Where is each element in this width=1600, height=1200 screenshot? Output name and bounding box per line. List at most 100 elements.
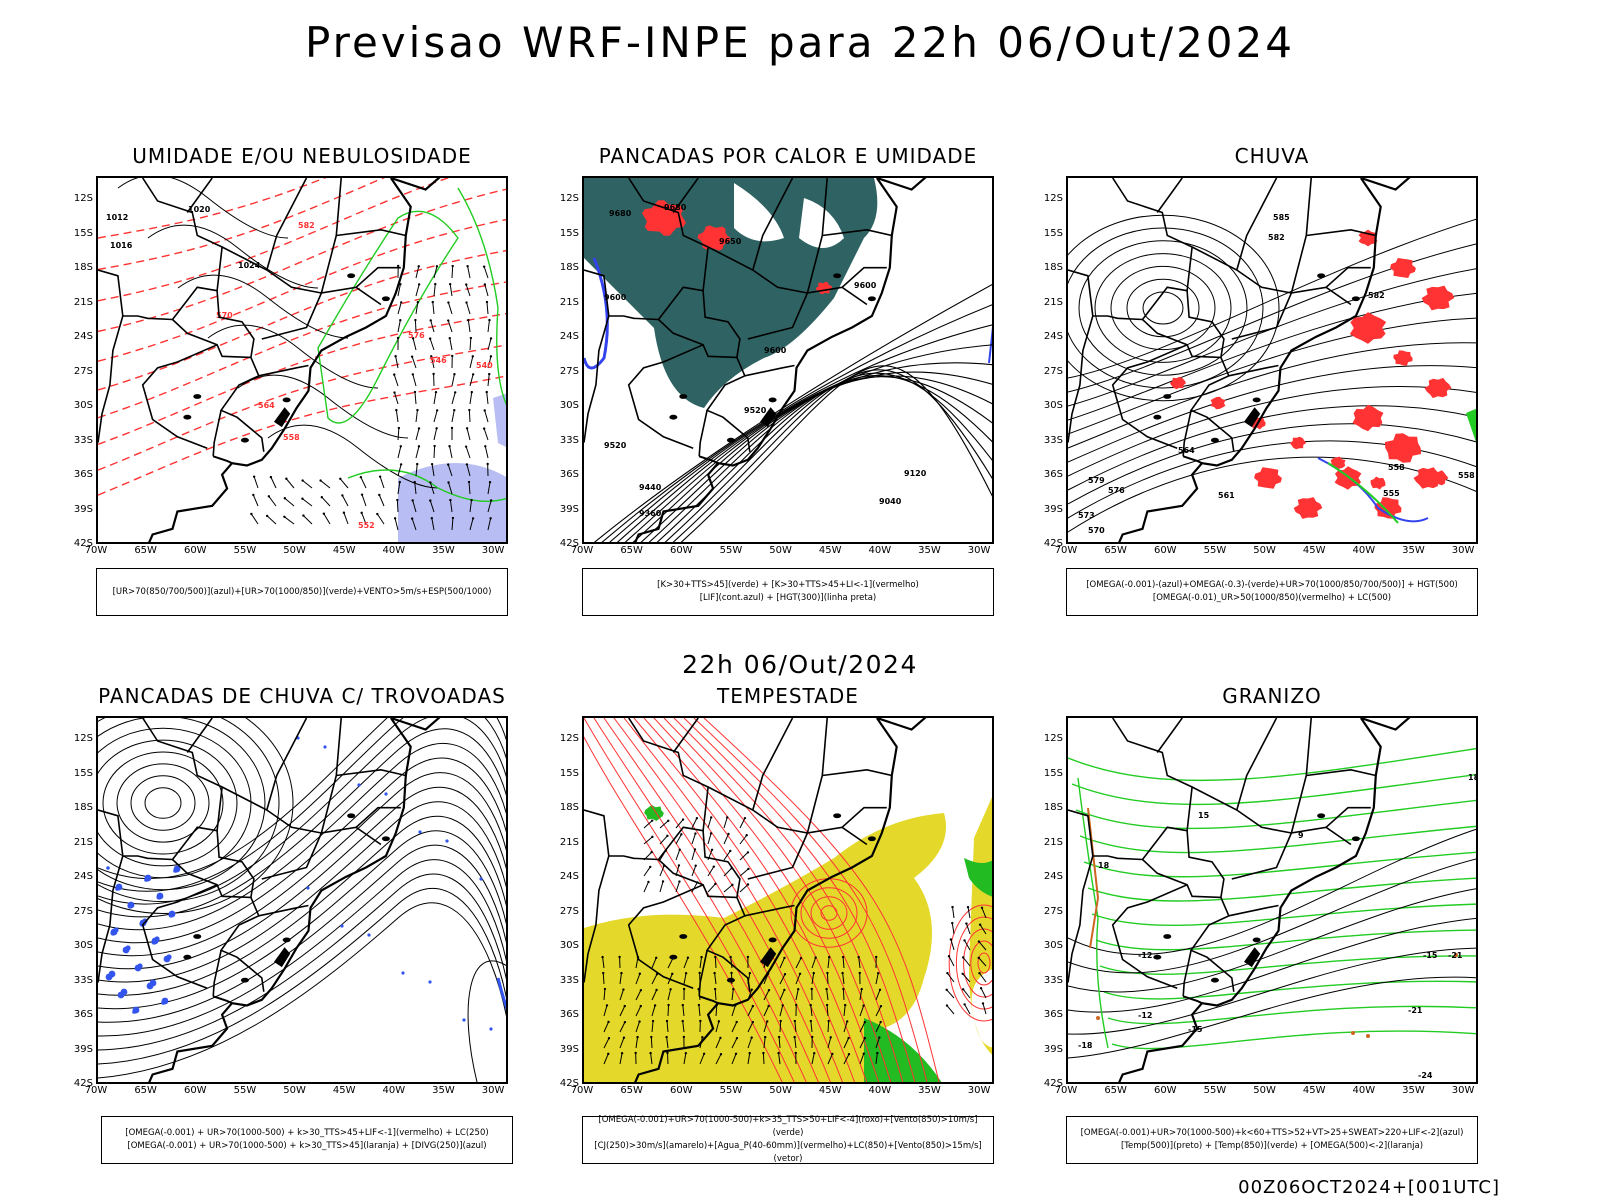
svg-text:561: 561 [1218, 491, 1235, 500]
svg-text:18: 18 [1098, 861, 1110, 870]
lat-tick-label: 24S [559, 331, 579, 342]
lon-tick-label: 60W [183, 545, 207, 556]
svg-text:9040: 9040 [879, 497, 902, 506]
lon-tick-label: 70W [570, 1085, 594, 1096]
svg-text:570: 570 [1088, 526, 1105, 535]
lon-tick-label: 45W [818, 1085, 842, 1096]
lon-tick-label: 60W [1153, 545, 1177, 556]
svg-text:1024: 1024 [238, 261, 261, 270]
svg-text:576: 576 [408, 331, 425, 340]
lat-tick-label: 27S [73, 905, 93, 917]
lat-tick-label: 15S [73, 227, 93, 239]
coastline-borders [1068, 718, 1411, 1082]
lon-tick-label: 40W [382, 1085, 406, 1096]
lon-tick-label: 55W [719, 1085, 743, 1096]
coastline-borders [98, 178, 441, 542]
lon-tick-label: 50W [769, 545, 792, 556]
lon-tick-label: 50W [283, 1085, 306, 1096]
lon-tick-label: 60W [669, 1085, 693, 1096]
lon-tick-label: 55W [1203, 545, 1227, 556]
map-frame [582, 716, 994, 1084]
lat-tick-label: 42S [73, 538, 93, 549]
lon-tick-label: 35W [1402, 1085, 1425, 1096]
lon-tick-label: 30W [481, 1085, 505, 1096]
lat-tick-label: 12S [73, 193, 93, 204]
lon-tick-label: 30W [481, 545, 505, 556]
legend-box: [OMEGA(-0.001)-(azul)+OMEGA(-0.3)-(verde… [1066, 568, 1478, 616]
lon-tick-label: 65W [620, 545, 643, 556]
lon-tick-label: 60W [1153, 1085, 1177, 1096]
svg-text:582: 582 [1368, 291, 1385, 300]
lat-tick-label: 30S [559, 940, 579, 951]
lon-tick-label: 65W [134, 545, 157, 556]
svg-text:570: 570 [216, 311, 233, 320]
forecast-field: 1012 1016 1020 1024 582 576 570 564 558 552 546 540 [98, 178, 506, 542]
lat-tick-label: 15S [1043, 227, 1063, 239]
svg-text:-21: -21 [1408, 1006, 1423, 1015]
lat-tick-label: 15S [559, 767, 579, 779]
lat-tick-label: 21S [559, 836, 579, 848]
svg-text:-21: -21 [1448, 951, 1463, 960]
forecast-field [584, 718, 992, 1082]
map-frame: -15 -12 -15 -18 -21 -24 -12 -21 18 15 18 9 [1066, 716, 1478, 1084]
svg-text:9600: 9600 [604, 293, 627, 302]
lat-tick-label: 30S [1043, 400, 1063, 411]
svg-text:1012: 1012 [106, 213, 128, 222]
panel-title: UMIDADE E/OU NEBULOSIDADE [132, 144, 472, 168]
lon-tick-label: 45W [818, 545, 842, 556]
legend-line: [OMEGA(-0.001)+UR>70(1000-500)+k>35_TTS>… [598, 1115, 978, 1138]
lat-tick-label: 33S [1043, 434, 1063, 446]
lat-tick-label: 30S [73, 940, 93, 951]
lon-tick-label: 70W [570, 545, 594, 556]
forecast-field: 9680 9680 9650 9600 9600 9600 9520 9520 9440 9360… [584, 178, 992, 542]
lat-tick-label: 15S [73, 767, 93, 779]
lat-tick-label: 33S [73, 434, 93, 446]
lon-tick-label: 70W [84, 545, 108, 556]
lon-tick-label: 50W [1253, 545, 1276, 556]
lat-tick-label: 18S [73, 802, 93, 813]
coastline-borders [584, 178, 927, 542]
map-frame: 9680 9680 9650 9600 9600 9600 9520 9520 9440 9360… [582, 176, 994, 544]
svg-text:9680: 9680 [664, 203, 687, 212]
lon-tick-label: 65W [620, 1085, 643, 1096]
lon-tick-label: 30W [1451, 1085, 1475, 1096]
map-panel-1: UMIDADE E/OU NEBULOSIDADE 1012 1016 1020 102… [74, 144, 508, 556]
lat-tick-label: 12S [1043, 193, 1063, 204]
lon-tick-label: 70W [1054, 545, 1078, 556]
svg-text:1016: 1016 [110, 241, 133, 250]
coastline-borders [98, 718, 441, 1082]
coastline-borders [1068, 178, 1411, 542]
svg-text:555: 555 [1383, 489, 1400, 498]
lon-tick-label: 35W [918, 1085, 941, 1096]
lat-tick-label: 30S [1043, 940, 1063, 951]
lat-tick-label: 33S [559, 974, 579, 986]
legend-box: [UR>70(850/700/500)](azul)+[UR>70(1000/8… [96, 568, 508, 616]
lat-tick-label: 27S [1043, 365, 1063, 377]
legend-box: [OMEGA(-0.001)+UR>70(1000-500)+k>35_TTS>… [582, 1115, 994, 1164]
lon-tick-label: 65W [1104, 1085, 1127, 1096]
legend-line: [UR>70(850/700/500)](azul)+[UR>70(1000/8… [112, 586, 492, 597]
lat-tick-label: 12S [73, 733, 93, 744]
lon-tick-label: 65W [134, 1085, 157, 1096]
lat-tick-label: 27S [73, 365, 93, 377]
svg-text:9600: 9600 [764, 346, 787, 355]
legend-line: [OMEGA(-0.001)+UR>70(1000-500)+k<60+TTS>… [1080, 1128, 1464, 1138]
legend-line: [Temp(500)](preto) + [Temp(850)](verde) … [1120, 1141, 1424, 1151]
footer-code: 00Z06OCT2024+[001UTC] [1238, 1177, 1500, 1198]
panel-title: CHUVA [1234, 144, 1310, 168]
lon-tick-label: 45W [1302, 545, 1326, 556]
lat-tick-label: 39S [73, 503, 93, 515]
lat-tick-label: 12S [1043, 733, 1063, 744]
main-title: Previsao WRF-INPE para 22h 06/Out/2024 [305, 18, 1295, 67]
svg-text:18: 18 [1468, 773, 1478, 782]
legend-line: [LIF](cont.azul) + [HGT(300)](linha pret… [699, 593, 877, 603]
lon-tick-label: 65W [1104, 545, 1127, 556]
svg-text:540: 540 [476, 361, 493, 370]
panel-title: PANCADAS POR CALOR E UMIDADE [598, 144, 978, 168]
lon-tick-label: 35W [918, 545, 941, 556]
lon-tick-label: 60W [183, 1085, 207, 1096]
svg-text:9120: 9120 [904, 469, 927, 478]
